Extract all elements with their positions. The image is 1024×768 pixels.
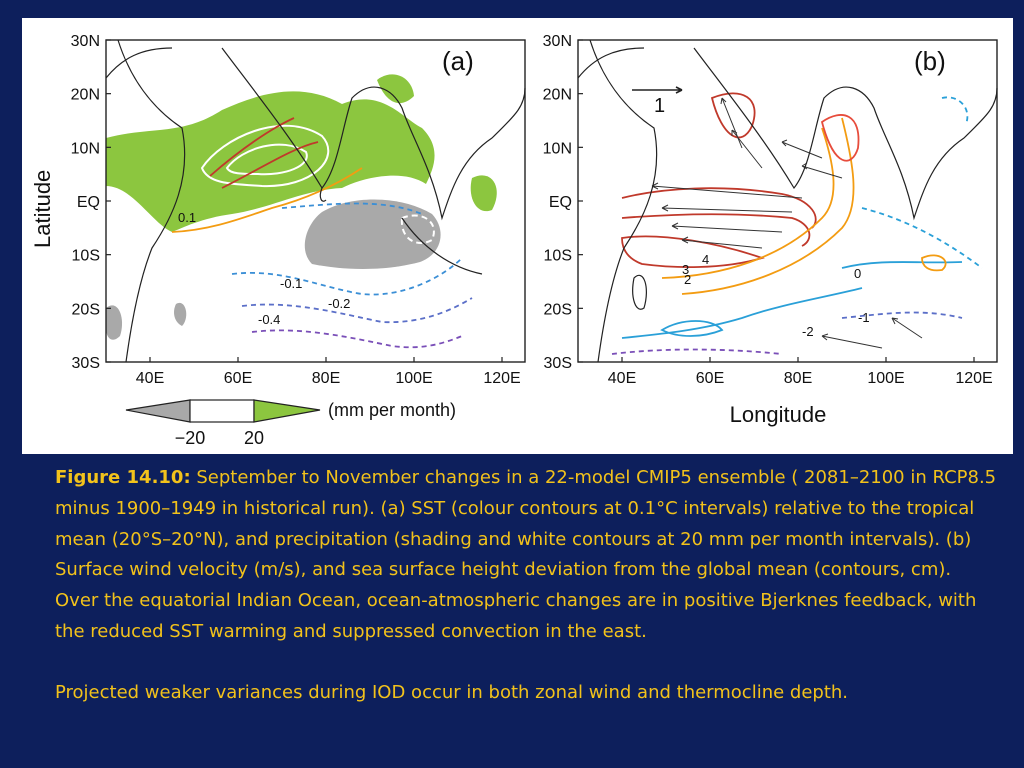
panel-b-lon-ticks: 40E 60E 80E 100E 120E	[608, 357, 993, 387]
panel-b-contour-labels: 432 0 -1 -2	[682, 252, 870, 339]
lat-tick-label: 10N	[71, 140, 100, 157]
contour-label: 3	[682, 262, 689, 277]
panel-a-contour-labels: 0.1 -0.1 -0.2 -0.4	[178, 210, 350, 327]
lat-tick-label: 30S	[544, 355, 572, 372]
lat-tick-label: 10S	[544, 248, 572, 265]
colorbar-positive	[253, 399, 321, 423]
panel-a-label: (a)	[442, 46, 474, 76]
lon-tick-label: 40E	[608, 370, 636, 387]
panel-b-xlabel: Longitude	[730, 402, 827, 427]
lon-tick-label: 60E	[696, 370, 724, 387]
lon-tick-label: 100E	[867, 370, 904, 387]
lat-tick-label: 20N	[71, 87, 100, 104]
lat-tick-label: 30N	[543, 33, 572, 50]
lat-tick-label: 10S	[72, 248, 100, 265]
lon-tick-label: 80E	[312, 370, 340, 387]
colorbar-units: (mm per month)	[328, 400, 456, 420]
panel-a-lat-ticks: 30N 20N 10N EQ 10S 20S 30S	[71, 33, 111, 372]
figure-panel: (a) 30N 20N 10N EQ 10S 20S 30S 40E 60E 80E 100E 12…	[22, 18, 1013, 454]
lat-tick-label: EQ	[549, 194, 572, 211]
colorbar: −20 20 (mm per month)	[125, 399, 456, 448]
contour-label: -0.2	[328, 296, 350, 311]
lon-tick-label: 120E	[955, 370, 992, 387]
lat-tick-label: 30N	[71, 33, 100, 50]
lon-tick-label: 100E	[395, 370, 432, 387]
contour-label: 4	[702, 252, 709, 267]
lat-tick-label: 20S	[72, 301, 100, 318]
lat-tick-label: EQ	[77, 194, 100, 211]
colorbar-tick-negative: −20	[175, 428, 206, 448]
panel-b-map: 1 (b) 30N 20N 10N EQ 10S 20S 30S 40E 60E 80E 100E…	[543, 33, 998, 427]
lat-tick-label: 20S	[544, 301, 572, 318]
colorbar-neutral	[189, 399, 255, 423]
contour-label: 0.1	[178, 210, 196, 225]
contour-label: 2	[684, 272, 691, 287]
panel-b-label: (b)	[914, 46, 946, 76]
lon-tick-label: 80E	[784, 370, 812, 387]
colorbar-tick-positive: 20	[244, 428, 264, 448]
panel-a-sst-contours	[171, 117, 473, 349]
colorbar-negative	[125, 399, 191, 423]
caption-paragraph: Figure 14.10: September to November chan…	[55, 463, 1000, 648]
lat-tick-label: 20N	[543, 87, 572, 104]
panel-a-coastlines	[105, 39, 526, 363]
contour-label: -0.1	[280, 276, 302, 291]
lat-tick-label: 10N	[543, 140, 572, 157]
lon-tick-label: 40E	[136, 370, 164, 387]
lon-tick-label: 60E	[224, 370, 252, 387]
panel-b-coastlines	[577, 39, 998, 363]
caption-body: September to November changes in a 22-mo…	[55, 467, 997, 642]
contour-label: -0.4	[258, 312, 280, 327]
panel-b-reference-vector-label: 1	[654, 95, 665, 117]
contour-label: 0	[854, 266, 861, 281]
panel-a-ylabel: Latitude	[30, 170, 55, 248]
caption: Figure 14.10: September to November chan…	[55, 463, 1000, 709]
panel-b-lat-ticks: 30N 20N 10N EQ 10S 20S 30S	[543, 33, 583, 372]
lon-tick-label: 120E	[483, 370, 520, 387]
contour-label: -1	[858, 310, 870, 325]
panel-b-wind-vectors	[651, 97, 923, 349]
panel-a-map: (a) 30N 20N 10N EQ 10S 20S 30S 40E 60E 80E 100E 12…	[30, 33, 526, 387]
caption-lead: Figure 14.10:	[55, 467, 191, 488]
footnote: Projected weaker variances during IOD oc…	[55, 681, 849, 703]
contour-label: -2	[802, 324, 814, 339]
panel-b-reference-vector: 1	[632, 86, 683, 117]
panel-a-lon-ticks: 40E 60E 80E 100E 120E	[136, 357, 521, 387]
lat-tick-label: 30S	[72, 355, 100, 372]
